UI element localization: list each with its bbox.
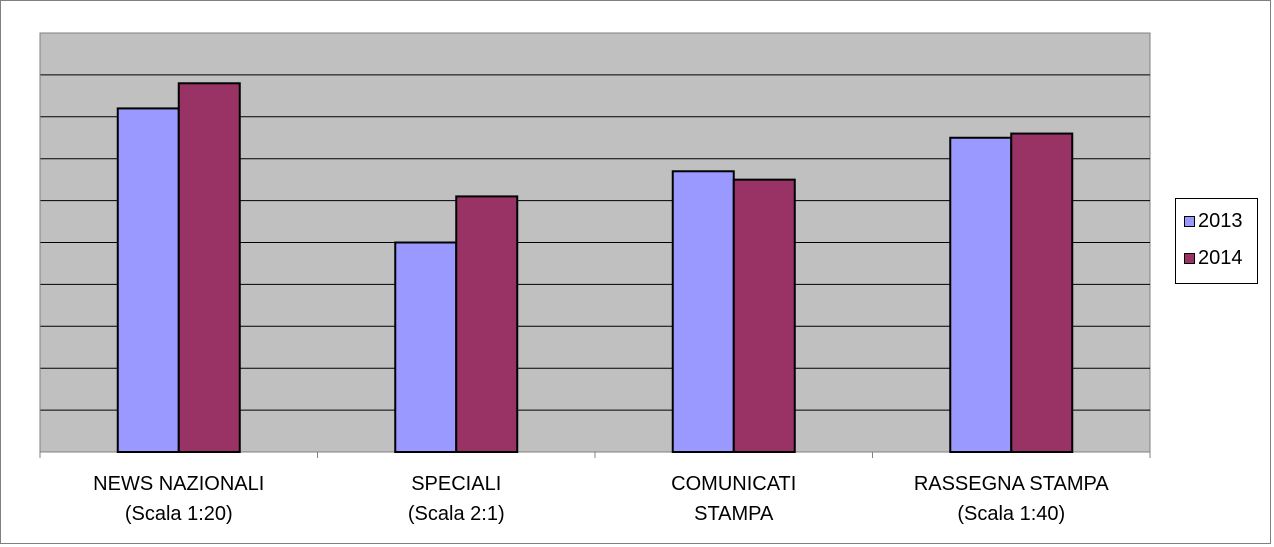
legend-label-series-1: 2013 [1198,209,1243,232]
category-label-0-line-1: NEWS NAZIONALI [93,473,264,495]
category-label-3-line-1: RASSEGNA STAMPA [914,473,1110,495]
category-label-2-line-2: STAMPA [694,503,774,525]
bar-series-2-1 [455,195,519,453]
category-label-1-line-1: SPECIALI [411,473,501,495]
category-label-2-line-1: COMUNICATI [671,473,796,495]
category-label-1-line-2: (Scala 2:1) [408,503,505,525]
legend-item-series-1: 2013 [1184,209,1243,233]
legend-item-series-2: 2014 [1184,246,1243,270]
category-label-3-line-2: (Scala 1:40) [957,503,1065,525]
legend-label-series-2: 2014 [1198,246,1243,269]
bar-series-2-2 [732,178,796,453]
bar-series-1-1 [394,241,458,453]
bar-series-2-3 [1010,132,1074,453]
chart-legend: 2013 2014 [1175,198,1258,284]
legend-swatch-series-1 [1184,215,1195,227]
bar-series-2-0 [177,82,241,453]
bar-series-1-3 [949,136,1013,453]
bar-series-1-2 [671,170,735,454]
bar-series-1-0 [116,107,180,453]
category-label-0-line-2: (Scala 1:20) [125,503,233,525]
legend-swatch-series-2 [1184,252,1195,264]
